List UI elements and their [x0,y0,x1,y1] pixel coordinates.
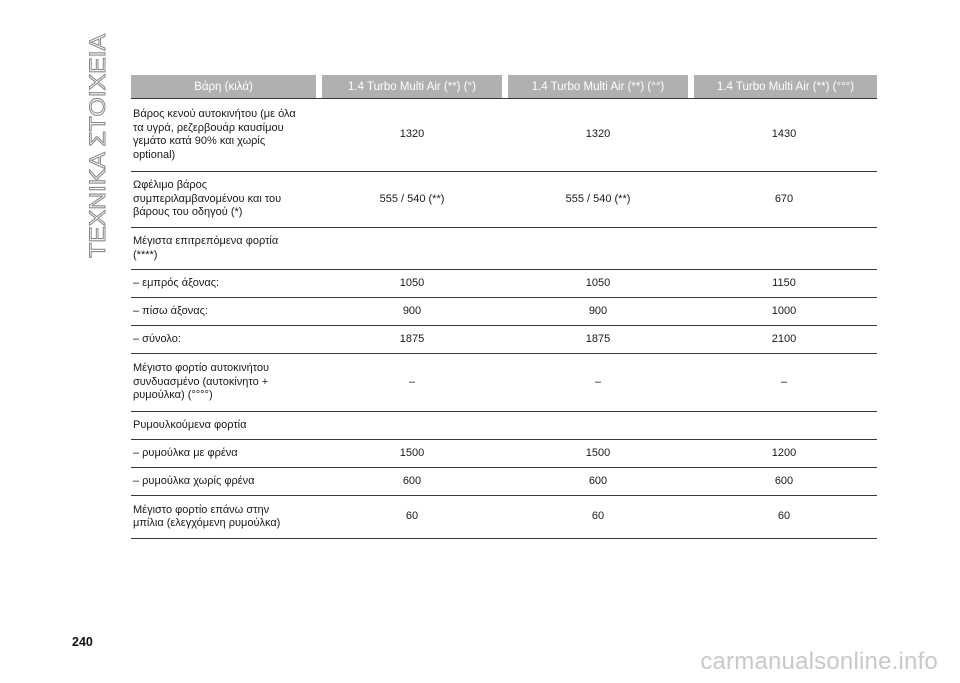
row-label-line: – εμπρός άξονας: [133,276,220,289]
row-label: – εμπρός άξονας: [131,269,319,298]
row-label: – σύνολο: [131,325,319,354]
row-value-col1: 1500 [319,439,505,468]
row-label-line: Βάρος κενού αυτοκινήτου (με όλα [133,108,296,120]
row-label: Μέγιστο φορτίο αυτοκινήτου συνδυασμένο (α… [131,353,319,412]
row-value-col1: 555 / 540 (**) [319,171,505,228]
row-value-col2: – [505,353,691,412]
row-value-col1 [319,411,505,440]
header-variant-1: 1.4 Turbo Multi Air (**) (°) [316,75,505,98]
row-label-line: Μέγιστο φορτίο αυτοκινήτου [133,362,270,375]
row-label: Βάρος κενού αυτοκινήτου (με όλα τα υγρά, … [131,98,319,172]
section-title-text: ΤΕΧΝΙΚΑ ΣΤΟΙΧΕΙΑ [85,34,110,258]
watermark: carmanualsonline.info [700,648,938,675]
row-label: Μέγιστα επιτρεπόμενα φορτία (****) [131,227,319,270]
row-value-col3 [691,227,877,270]
row-value-col2: 900 [505,297,691,326]
table-row: – ρυμούλκα χωρίς φρένα 600 600 600 [131,467,877,496]
table-row: Ρυμουλκούμενα φορτία [131,411,877,440]
row-label-line: Ωφέλιμο βάρος [133,179,208,192]
row-value-col3: 1430 [691,98,877,172]
row-label: – ρυμούλκα χωρίς φρένα [131,467,319,496]
section-title: ΤΕΧΝΙΚΑ ΣΤΟΙΧΕΙΑ [56,30,146,260]
row-label-line: Μέγιστα επιτρεπόμενα φορτία [133,235,279,247]
row-label: – ρυμούλκα με φρένα [131,439,319,468]
table-body: Βάρος κενού αυτοκινήτου (με όλα τα υγρά, … [131,98,877,539]
row-label-line: Ρυμουλκούμενα φορτία [133,418,247,431]
row-value-col3: 1150 [691,269,877,298]
section-title-svg: ΤΕΧΝΙΚΑ ΣΤΟΙΧΕΙΑ [85,33,111,258]
header-rule [131,98,877,99]
row-value-col2: 60 [505,495,691,539]
row-value-col1: 600 [319,467,505,496]
row-value-col2: 600 [505,467,691,496]
row-label: Ωφέλιμο βάρος συμπεριλαμβανομένου και του… [131,171,319,228]
row-value-col2: 1320 [505,98,691,172]
row-value-col2: 1050 [505,269,691,298]
header-variant-3: 1.4 Turbo Multi Air (**) (°°°) [688,75,877,98]
table-row: – εμπρός άξονας: 1050 1050 1150 [131,269,877,298]
row-label-line: συνδυασμένο (αυτοκίνητο + [133,375,269,388]
row-label-line: (****) [133,248,158,261]
row-label: – πίσω άξονας: [131,297,319,326]
row-value-col1: – [319,353,505,412]
row-value-col2 [505,227,691,270]
row-label-line: optional) [133,148,176,161]
table-row: Μέγιστο φορτίο επάνω στην μπίλια (ελεγχόμ… [131,495,877,539]
row-value-col2: 555 / 540 (**) [505,171,691,228]
row-value-col1: 1875 [319,325,505,354]
row-label-line: – πίσω άξονας: [133,304,208,317]
row-value-col2: 1500 [505,439,691,468]
row-value-col1: 60 [319,495,505,539]
row-value-col3: 60 [691,495,877,539]
row-label-line: ρυμούλκα) (°°°°) [133,389,213,402]
row-label-line: βάρους του οδηγού (*) [133,206,243,219]
weights-table: Βάρη (κιλά) 1.4 Turbo Multi Air (**) (°)… [131,75,877,539]
row-label-line: γεμάτο κατά 90% και χωρίς [133,135,266,147]
row-value-col1: 1050 [319,269,505,298]
table-row: – ρυμούλκα με φρένα 1500 1500 1200 [131,439,877,468]
row-value-col1: 1320 [319,98,505,172]
header-variant-2: 1.4 Turbo Multi Air (**) (°°) [502,75,691,98]
row-value-col2 [505,411,691,440]
row-value-col1: 900 [319,297,505,326]
table-row: Ωφέλιμο βάρος συμπεριλαμβανομένου και του… [131,171,877,228]
row-value-col3: 2100 [691,325,877,354]
row-value-col3: 1000 [691,297,877,326]
row-value-col3: – [691,353,877,412]
row-label-line: τα υγρά, ρεζερβουάρ καυσίμου [133,121,284,134]
table-row: Μέγιστα επιτρεπόμενα φορτία (****) [131,227,877,270]
header-weights: Βάρη (κιλά) [131,75,319,98]
row-label-line: – σύνολο: [133,332,181,345]
table-row: Μέγιστο φορτίο αυτοκινήτου συνδυασμένο (α… [131,353,877,412]
row-label: Ρυμουλκούμενα φορτία [131,411,319,440]
table-header-row: Βάρη (κιλά) 1.4 Turbo Multi Air (**) (°)… [131,75,877,98]
page-number: 240 [72,635,93,649]
row-label-line: – ρυμούλκα με φρένα [133,446,238,459]
row-value-col3: 670 [691,171,877,228]
row-label-line: – ρυμούλκα χωρίς φρένα [133,474,255,487]
row-label-line: Μέγιστο φορτίο επάνω στην [133,503,270,516]
row-label-line: μπίλια (ελεγχόμενη ρυμούλκα) [133,517,281,529]
table-row: – σύνολο: 1875 1875 2100 [131,325,877,354]
row-label-line: συμπεριλαμβανομένου και του [133,192,282,205]
row-value-col2: 1875 [505,325,691,354]
table-row: – πίσω άξονας: 900 900 1000 [131,297,877,326]
row-value-col1 [319,227,505,270]
header-rule-cell [131,98,877,99]
table-row: Βάρος κενού αυτοκινήτου (με όλα τα υγρά, … [131,98,877,172]
row-value-col3 [691,411,877,440]
row-value-col3: 1200 [691,439,877,468]
row-value-col3: 600 [691,467,877,496]
row-label: Μέγιστο φορτίο επάνω στην μπίλια (ελεγχόμ… [131,495,319,539]
